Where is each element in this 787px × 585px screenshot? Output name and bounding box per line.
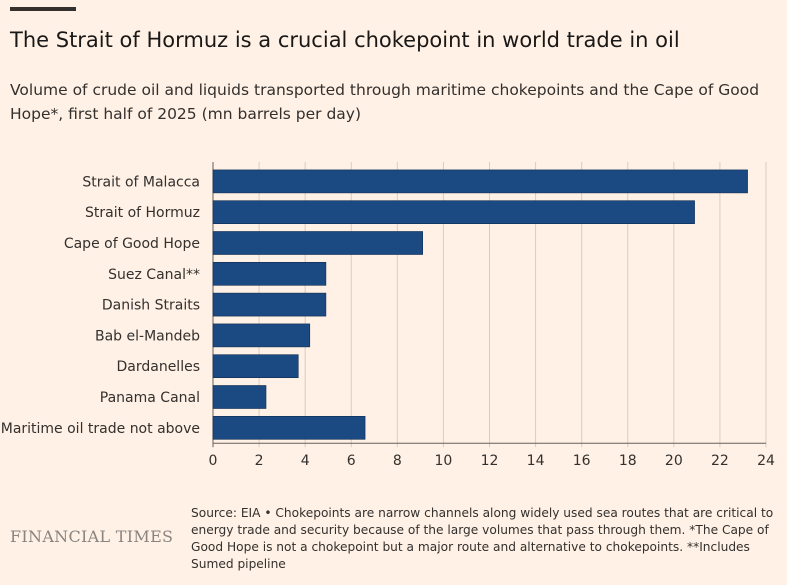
category-label: Strait of Hormuz [85,205,200,221]
x-tick-label: 0 [209,453,218,469]
x-tick-label: 2 [255,453,264,469]
x-tick-label: 16 [573,453,591,469]
bar [212,169,748,194]
bar-chart: Strait of Malacca Strait of Hormuz Cape of… [1,162,775,469]
x-axis-ticks: 0 2 4 6 8 10 12 14 16 18 20 22 24 [209,453,775,469]
bar [212,323,311,348]
bar [212,262,327,286]
x-tick-label: 12 [481,453,499,469]
category-label: Maritime oil trade not above [1,421,200,437]
x-tick-label: 20 [665,453,683,469]
ft-logo: FINANCIAL TIMES [10,527,174,546]
bar [212,200,695,225]
category-label: Danish Straits [102,298,200,314]
x-tick-label: 4 [301,453,310,469]
chart-title: The Strait of Hormuz is a crucial chokep… [10,28,680,52]
category-label: Panama Canal [100,390,200,406]
category-label: Cape of Good Hope [64,236,200,252]
x-tick-label: 8 [393,453,402,469]
category-label: Strait of Malacca [82,174,200,190]
bar [212,231,423,255]
category-label: Suez Canal** [108,267,200,283]
bars [212,169,748,440]
x-tick-label: 18 [619,453,637,469]
bar [212,385,267,409]
category-label: Bab el-Mandeb [95,328,200,344]
category-label: Dardanelles [116,359,200,375]
x-tick-label: 14 [527,453,545,469]
bar [212,354,299,378]
category-labels: Strait of Malacca Strait of Hormuz Cape of… [1,174,200,436]
x-tick-label: 10 [435,453,453,469]
bar [212,292,327,317]
chart-subtitle: Volume of crude oil and liquids transpor… [10,81,760,123]
x-tick-label: 22 [711,453,729,469]
bar [212,415,366,440]
x-tick-label: 24 [757,453,775,469]
x-tick-label: 6 [347,453,356,469]
top-rule [10,7,76,11]
source-note: Source: EIA • Chokepoints are narrow cha… [191,506,774,571]
